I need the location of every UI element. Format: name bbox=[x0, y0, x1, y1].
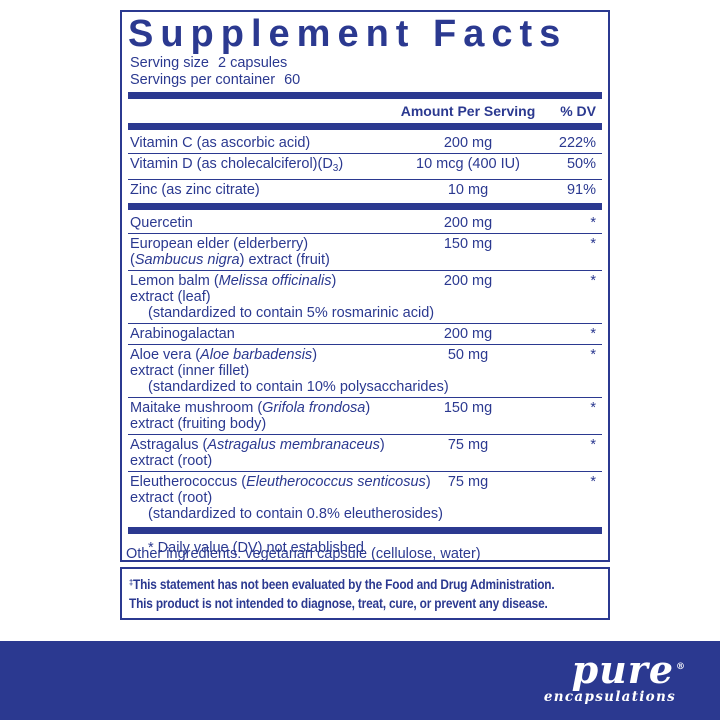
fda-disclaimer-line-1: ‡This statement has not been evaluated b… bbox=[129, 573, 555, 594]
table-row: Aloe vera (Aloe barbadensis) extract (inn… bbox=[128, 344, 602, 397]
standardization-note: (standardized to contain 10% polysacchar… bbox=[148, 379, 449, 395]
brand-logo-primary: pure ® bbox=[544, 651, 685, 689]
ingredient-name-line: Maitake mushroom (Grifola frondosa) bbox=[130, 400, 371, 416]
amount-per-serving-value: 75 mg bbox=[447, 437, 489, 453]
supplement-facts-panel: Supplement Facts Serving size 2 capsules… bbox=[120, 10, 610, 562]
amount-column-header: Amount Per Serving bbox=[400, 103, 536, 119]
ingredient-name: Eleutherococcus (Eleutherococcus sentico… bbox=[128, 474, 602, 522]
ingredient-name-line: Zinc (as zinc citrate) bbox=[130, 182, 260, 198]
ingredient-name-line: extract (root) bbox=[130, 453, 213, 469]
ingredient-name: European elder (elderberry) (Sambucus nig… bbox=[128, 236, 602, 268]
amount-per-serving-value: 200 mg bbox=[443, 215, 493, 231]
servings-per-container-label: Servings per container bbox=[130, 72, 276, 88]
amount-per-serving-value: 200 mg bbox=[443, 273, 493, 289]
table-row: Quercetin 200 mg * bbox=[128, 213, 602, 233]
amount-per-serving-value: 150 mg bbox=[443, 236, 493, 252]
daily-value-percent: * bbox=[590, 474, 596, 490]
table-header-row: Amount Per Serving % DV bbox=[128, 102, 602, 120]
ingredient-name-line: Aloe vera (Aloe barbadensis) bbox=[130, 347, 318, 363]
amount-per-serving-value: 150 mg bbox=[443, 400, 493, 416]
panel-title: Supplement Facts bbox=[128, 13, 568, 55]
divider-bar bbox=[128, 123, 602, 130]
ingredient-name: Lemon balm (Melissa officinalis) extract … bbox=[128, 273, 602, 321]
amount-per-serving-value: 10 mcg (400 IU) bbox=[416, 156, 520, 172]
table-row: Vitamin C (as ascorbic acid) 200 mg 222% bbox=[128, 133, 602, 153]
ingredient-name-line: Astragalus (Astragalus membranaceus) bbox=[130, 437, 385, 453]
daily-value-percent: 222% bbox=[558, 135, 596, 151]
ingredient-name-line: extract (fruiting body) bbox=[130, 416, 267, 432]
divider-bar bbox=[128, 527, 602, 534]
fda-disclaimer-text-2: This product is not intended to diagnose… bbox=[129, 596, 548, 611]
amount-per-serving-value: 200 mg bbox=[443, 326, 493, 342]
table-row: Vitamin D (as cholecalciferol)(D3) 10 mcg… bbox=[128, 153, 602, 179]
brand-logo: pure ® encapsulations bbox=[543, 651, 685, 706]
daily-value-percent: * bbox=[590, 437, 596, 453]
serving-size-label: Serving size bbox=[130, 55, 209, 71]
servings-per-container-line: Servings per container 60 bbox=[128, 72, 602, 89]
disclaimer-mark: ‡ bbox=[129, 577, 133, 587]
standardization-note: (standardized to contain 5% rosmarinic a… bbox=[148, 305, 435, 321]
daily-value-percent: 91% bbox=[566, 182, 596, 198]
ingredient-name-line: Vitamin C (as ascorbic acid) bbox=[130, 135, 311, 151]
ingredient-name: Quercetin bbox=[128, 215, 602, 231]
ingredient-name-line: Quercetin bbox=[130, 215, 193, 231]
table-row: Astragalus (Astragalus membranaceus) extr… bbox=[128, 434, 602, 471]
ingredient-name: Arabinogalactan bbox=[128, 326, 602, 342]
dv-footnote: * Daily value (DV) not established bbox=[148, 540, 364, 556]
brand-name: pure bbox=[571, 647, 674, 692]
ingredient-name: Zinc (as zinc citrate) bbox=[128, 182, 602, 198]
divider-bar bbox=[128, 92, 602, 99]
daily-value-percent: * bbox=[590, 273, 596, 289]
amount-per-serving-value: 10 mg bbox=[447, 182, 489, 198]
registered-trademark-icon: ® bbox=[676, 662, 685, 672]
table-row: Zinc (as zinc citrate) 10 mg 91% bbox=[128, 179, 602, 200]
ingredient-name-line: extract (inner fillet) bbox=[130, 363, 250, 379]
daily-value-percent: 50% bbox=[566, 156, 596, 172]
table-row: Maitake mushroom (Grifola frondosa) extra… bbox=[128, 397, 602, 434]
serving-size-line: Serving size 2 capsules bbox=[128, 55, 602, 72]
fda-disclaimer-line-2: This product is not intended to diagnose… bbox=[129, 594, 548, 613]
amount-per-serving-value: 200 mg bbox=[443, 135, 493, 151]
table-row-group: Quercetin 200 mg * European elder (elderber… bbox=[128, 213, 602, 524]
table-row-group: Vitamin C (as ascorbic acid) 200 mg 222% Vi… bbox=[128, 133, 602, 200]
daily-value-percent: * bbox=[590, 236, 596, 252]
ingredient-name: Aloe vera (Aloe barbadensis) extract (inn… bbox=[128, 347, 602, 395]
fda-disclaimer-text-1: This statement has not been evaluated by… bbox=[132, 577, 555, 592]
ingredient-name-line: extract (root) bbox=[130, 490, 213, 506]
servings-per-container-value: 60 bbox=[284, 72, 301, 88]
ingredient-name: Vitamin D (as cholecalciferol)(D3) bbox=[128, 156, 602, 177]
ingredient-name-line: Vitamin D (as cholecalciferol)(D3) bbox=[130, 156, 344, 174]
daily-value-percent: * bbox=[590, 400, 596, 416]
table-row: Eleutherococcus (Eleutherococcus sentico… bbox=[128, 471, 602, 524]
fda-disclaimer-box: ‡This statement has not been evaluated b… bbox=[120, 567, 610, 620]
table-row: Lemon balm (Melissa officinalis) extract … bbox=[128, 270, 602, 323]
ingredient-name: Astragalus (Astragalus membranaceus) extr… bbox=[128, 437, 602, 469]
facts-table: Vitamin C (as ascorbic acid) 200 mg 222% Vi… bbox=[128, 133, 602, 524]
standardization-note: (standardized to contain 0.8% eleutheros… bbox=[148, 506, 444, 522]
ingredient-name-line: Eleutherococcus (Eleutherococcus sentico… bbox=[130, 474, 431, 490]
ingredient-name: Vitamin C (as ascorbic acid) bbox=[128, 135, 602, 151]
section-divider-bar bbox=[128, 203, 602, 210]
ingredient-name-line: (Sambucus nigra) extract (fruit) bbox=[130, 252, 330, 268]
dv-column-header: % DV bbox=[560, 103, 596, 119]
ingredient-name-line: European elder (elderberry) bbox=[130, 236, 309, 252]
ingredient-name-line: extract (leaf) bbox=[130, 289, 211, 305]
table-row: Arabinogalactan 200 mg * bbox=[128, 323, 602, 344]
table-row: European elder (elderberry) (Sambucus nig… bbox=[128, 233, 602, 270]
daily-value-percent: * bbox=[590, 326, 596, 342]
serving-size-value: 2 capsules bbox=[217, 55, 288, 71]
amount-per-serving-value: 75 mg bbox=[447, 474, 489, 490]
amount-per-serving-value: 50 mg bbox=[447, 347, 489, 363]
daily-value-percent: * bbox=[590, 215, 596, 231]
ingredient-name-line: Arabinogalactan bbox=[130, 326, 235, 342]
daily-value-percent: * bbox=[590, 347, 596, 363]
brand-bar: pure ® encapsulations bbox=[0, 641, 720, 720]
ingredient-name-line: Lemon balm (Melissa officinalis) bbox=[130, 273, 337, 289]
ingredient-name: Maitake mushroom (Grifola frondosa) extra… bbox=[128, 400, 602, 432]
other-ingredients-text: Other ingredients: vegetarian capsule (c… bbox=[126, 546, 481, 562]
brand-logo-secondary: encapsulations bbox=[543, 689, 676, 705]
